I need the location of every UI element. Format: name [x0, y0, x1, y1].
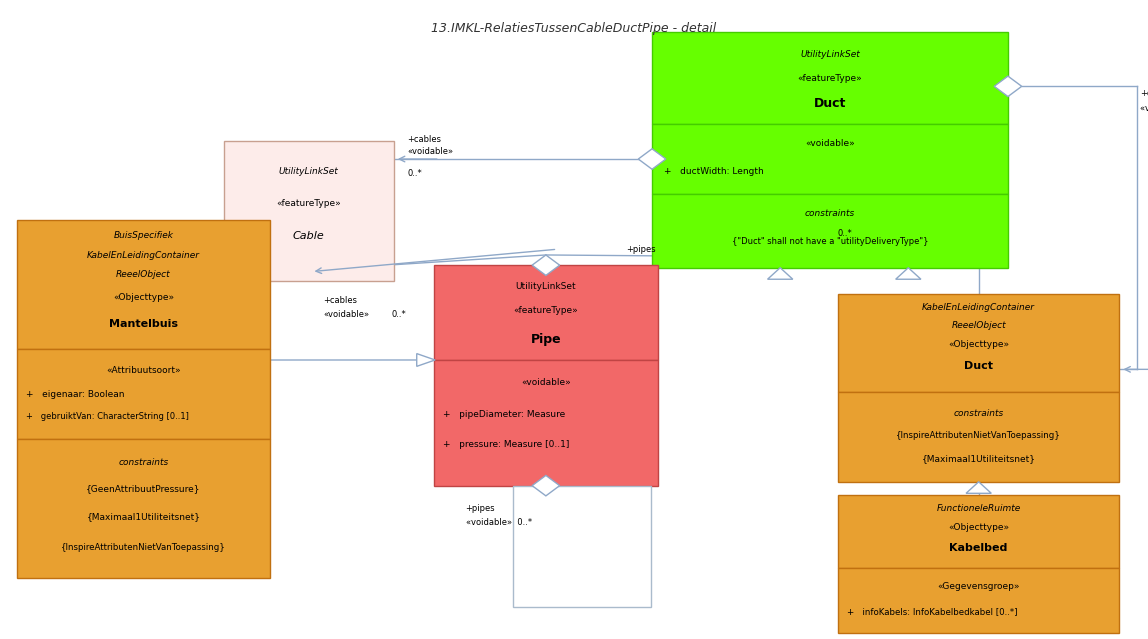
- Text: «Objecttype»: «Objecttype»: [113, 293, 174, 302]
- Text: Pipe: Pipe: [530, 333, 561, 346]
- Bar: [434, 360, 658, 486]
- Text: {"Duct" shall not have a "utilityDeliveryType"}: {"Duct" shall not have a "utilityDeliver…: [731, 237, 929, 246]
- Text: BuisSpecifiek: BuisSpecifiek: [114, 231, 173, 240]
- Text: 13.IMKL-RelatiesTussenCableDuctPipe - detail: 13.IMKL-RelatiesTussenCableDuctPipe - de…: [432, 22, 716, 35]
- Text: ReeelObject: ReeelObject: [952, 321, 1006, 330]
- Text: 0..*: 0..*: [408, 169, 422, 178]
- Text: «Attribuutsoort»: «Attribuutsoort»: [106, 366, 181, 375]
- Text: «voidable»: «voidable»: [408, 147, 453, 156]
- Text: {InspireAttributenNietVanToepassing}: {InspireAttributenNietVanToepassing}: [61, 543, 226, 552]
- Text: «voidable»: «voidable»: [805, 139, 855, 148]
- Text: 0..*: 0..*: [838, 229, 852, 238]
- Text: +pipes: +pipes: [627, 245, 656, 254]
- Polygon shape: [895, 268, 921, 279]
- Text: «Objecttype»: «Objecttype»: [948, 523, 1009, 532]
- Polygon shape: [768, 268, 793, 279]
- Text: «featureType»: «featureType»: [798, 75, 862, 84]
- Text: {GeenAttribuutPressure}: {GeenAttribuutPressure}: [86, 484, 201, 493]
- Text: KabelEnLeidingContainer: KabelEnLeidingContainer: [922, 303, 1035, 312]
- Text: constraints: constraints: [805, 209, 855, 218]
- Polygon shape: [994, 76, 1022, 96]
- Text: +   eigenaar: Boolean: + eigenaar: Boolean: [26, 390, 125, 399]
- Bar: [652, 32, 1008, 124]
- Text: +   pressure: Measure [0..1]: + pressure: Measure [0..1]: [443, 440, 569, 449]
- Text: FunctioneleRuimte: FunctioneleRuimte: [937, 504, 1021, 513]
- Text: UtilityLinkSet: UtilityLinkSet: [279, 167, 339, 176]
- Polygon shape: [967, 482, 992, 493]
- Bar: [652, 124, 1008, 194]
- Text: +ducts: +ducts: [1140, 89, 1148, 98]
- Bar: [17, 220, 270, 350]
- Text: constraints: constraints: [118, 458, 169, 467]
- Text: Cable: Cable: [293, 231, 325, 241]
- Text: Mantelbuis: Mantelbuis: [109, 318, 178, 328]
- Bar: [838, 294, 1119, 392]
- Text: {InspireAttributenNietVanToepassing}: {InspireAttributenNietVanToepassing}: [897, 431, 1061, 440]
- Polygon shape: [638, 149, 666, 169]
- Bar: [434, 265, 658, 360]
- Polygon shape: [533, 255, 560, 275]
- Text: +   pipeDiameter: Measure: + pipeDiameter: Measure: [443, 410, 565, 419]
- Text: +cables: +cables: [408, 135, 442, 144]
- Text: Duct: Duct: [964, 362, 993, 371]
- Text: KabelEnLeidingContainer: KabelEnLeidingContainer: [87, 250, 200, 259]
- Text: {Maximaal1Utiliteitsnet}: {Maximaal1Utiliteitsnet}: [922, 454, 1035, 463]
- Bar: [838, 495, 1119, 568]
- Polygon shape: [533, 475, 560, 496]
- Bar: [513, 486, 651, 607]
- Text: +   infoKabels: InfoKabelbedkabel [0..*]: + infoKabels: InfoKabelbedkabel [0..*]: [847, 607, 1018, 616]
- Bar: [17, 350, 270, 439]
- Text: «featureType»: «featureType»: [513, 306, 579, 315]
- Polygon shape: [417, 353, 435, 366]
- Text: «featureType»: «featureType»: [277, 199, 341, 208]
- Text: «voidable»: «voidable»: [323, 310, 370, 319]
- Text: +pipes: +pipes: [466, 504, 495, 512]
- Bar: [838, 392, 1119, 482]
- Text: constraints: constraints: [954, 409, 1003, 418]
- Text: «voidable» 0..*: «voidable» 0..*: [1140, 104, 1148, 112]
- Text: Kabelbed: Kabelbed: [949, 543, 1008, 553]
- Text: 0..*: 0..*: [391, 310, 406, 319]
- Text: UtilityLinkSet: UtilityLinkSet: [515, 282, 576, 291]
- Text: «voidable»  0..*: «voidable» 0..*: [466, 518, 532, 527]
- Bar: [838, 568, 1119, 633]
- Text: ReeelObject: ReeelObject: [116, 270, 171, 279]
- Text: +cables: +cables: [323, 296, 357, 305]
- Text: Duct: Duct: [814, 97, 846, 111]
- Text: «Objecttype»: «Objecttype»: [948, 341, 1009, 350]
- Text: «Gegevensgroep»: «Gegevensgroep»: [938, 581, 1019, 590]
- Bar: [17, 439, 270, 578]
- Text: «voidable»: «voidable»: [521, 378, 571, 387]
- Text: +   gebruiktVan: CharacterString [0..1]: + gebruiktVan: CharacterString [0..1]: [26, 412, 189, 421]
- Text: +   ductWidth: Length: + ductWidth: Length: [664, 167, 763, 176]
- Text: UtilityLinkSet: UtilityLinkSet: [800, 50, 860, 59]
- Bar: [652, 194, 1008, 268]
- Text: {Maximaal1Utiliteitsnet}: {Maximaal1Utiliteitsnet}: [86, 512, 201, 521]
- Bar: [224, 141, 394, 281]
